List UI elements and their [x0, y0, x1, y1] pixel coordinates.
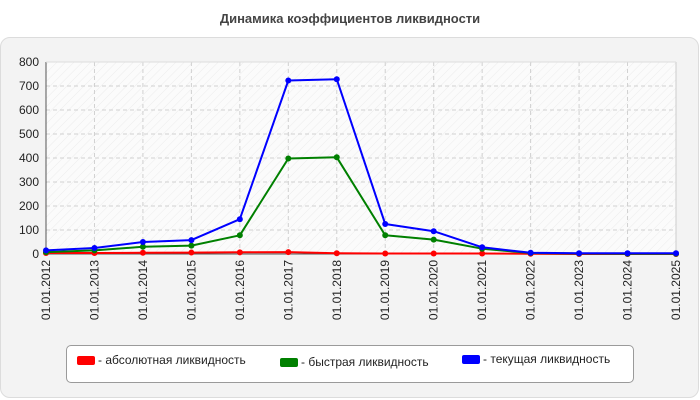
y-tick-label: 600: [19, 103, 39, 117]
y-tick-label: 200: [19, 199, 39, 213]
series-point-2: [430, 228, 437, 235]
x-tick-label: 01.01.2023: [572, 260, 586, 320]
series-point-1: [382, 232, 389, 239]
series-point-0: [188, 249, 195, 256]
legend-label-current: - текущая ликвидность: [483, 352, 611, 366]
x-tick-label: 01.01.2018: [330, 260, 344, 320]
x-tick-label: 01.01.2017: [281, 260, 295, 320]
series-point-0: [382, 250, 389, 257]
series-point-2: [236, 216, 243, 223]
x-tick-label: 01.01.2014: [136, 260, 150, 320]
x-tick-label: 01.01.2022: [524, 260, 538, 320]
series-point-2: [43, 247, 49, 254]
series-point-2: [673, 250, 679, 257]
series-point-1: [333, 154, 340, 161]
y-tick-label: 300: [19, 175, 39, 189]
y-tick-label: 0: [32, 247, 39, 261]
x-tick-label: 01.01.2024: [621, 260, 635, 320]
series-point-2: [382, 221, 389, 227]
x-tick-label: 01.01.2021: [475, 260, 489, 320]
series-line-2: [45, 78, 676, 255]
series-point-1: [430, 236, 437, 243]
series-point-0: [139, 249, 146, 256]
series-point-0: [333, 250, 340, 257]
series-point-0: [430, 250, 437, 257]
series-point-0: [236, 249, 243, 256]
chart-title: Динамика коэффициентов ликвидности: [219, 11, 481, 26]
x-tick-label: 01.01.2016: [233, 260, 247, 320]
x-tick-label: 01.01.2019: [378, 260, 392, 320]
y-tick-label: 700: [19, 79, 39, 93]
series-point-2: [624, 250, 631, 257]
series-point-1: [236, 232, 243, 239]
x-tick-label: 01.01.2015: [184, 260, 198, 320]
legend-item-absolute: - абсолютная ликвидность: [77, 352, 246, 368]
legend-label-quick: - быстрая ликвидность: [301, 355, 429, 369]
legend-swatch-absolute: [77, 355, 95, 365]
x-tick-label: 01.01.2012: [39, 260, 53, 320]
series-point-2: [91, 245, 98, 251]
series-point-0: [479, 250, 486, 257]
y-tick-label: 800: [19, 55, 39, 69]
series-point-1: [188, 242, 195, 249]
legend-label-absolute: - абсолютная ликвидность: [98, 353, 246, 367]
series-point-2: [333, 76, 340, 83]
y-tick-label: 400: [19, 151, 39, 165]
series-point-2: [527, 249, 534, 256]
x-tick-label: 01.01.2020: [427, 260, 441, 320]
legend-item-current: - текущая ликвидность: [462, 351, 610, 367]
series-point-2: [285, 77, 292, 84]
series-point-2: [576, 250, 583, 257]
legend-item-quick: - быстрая ликвидность: [280, 354, 429, 370]
x-tick-label: 01.01.2013: [87, 260, 101, 320]
chart-legend: - абсолютная ликвидность - быстрая ликви…: [66, 345, 634, 383]
series-point-1: [139, 243, 146, 250]
series-point-2: [188, 237, 195, 244]
x-tick-label: 01.01.2025: [669, 260, 683, 320]
series-point-1: [285, 155, 292, 162]
legend-swatch-quick: [280, 357, 298, 367]
series-point-0: [285, 249, 292, 256]
y-tick-label: 500: [19, 127, 39, 141]
y-tick-label: 100: [19, 223, 39, 237]
series-point-2: [139, 239, 146, 245]
legend-swatch-current: [462, 354, 480, 364]
series-point-2: [479, 244, 486, 251]
